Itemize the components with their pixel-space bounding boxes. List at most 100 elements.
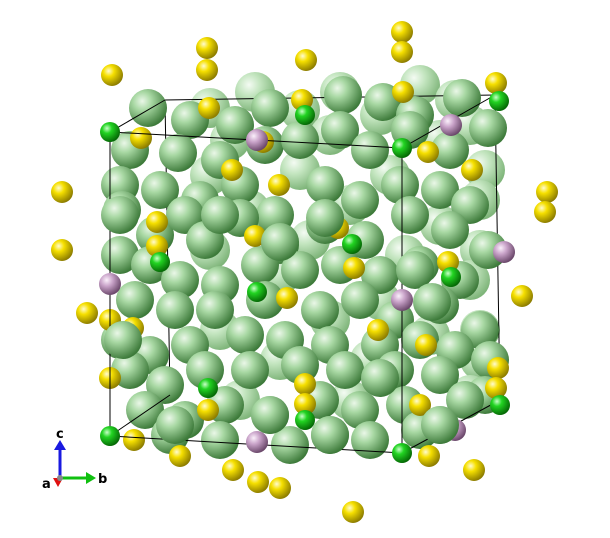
- green-atom: [469, 109, 507, 147]
- yellow-atom: [123, 429, 145, 451]
- yellow-atom: [391, 21, 413, 43]
- yellow-atom: [268, 174, 290, 196]
- yellow-atom: [169, 445, 191, 467]
- yellow-atom: [418, 445, 440, 467]
- small-green-atom: [342, 234, 362, 254]
- green-atom: [161, 261, 199, 299]
- small-green-atom: [489, 91, 509, 111]
- yellow-atom: [221, 159, 243, 181]
- yellow-atom: [463, 459, 485, 481]
- yellow-atom: [485, 377, 507, 399]
- c-axis-arrowhead: [54, 440, 66, 450]
- yellow-atom: [415, 334, 437, 356]
- green-atom: [341, 181, 379, 219]
- green-atom: [156, 291, 194, 329]
- yellow-atom: [51, 239, 73, 261]
- c-axis-label: c: [56, 427, 64, 442]
- green-atom-front: [101, 196, 139, 234]
- green-atom: [321, 111, 359, 149]
- yellow-atom: [101, 64, 123, 86]
- green-atom: [341, 391, 379, 429]
- small-green-atom: [441, 267, 461, 287]
- yellow-atom: [197, 399, 219, 421]
- axis-origin: [57, 475, 63, 481]
- green-atom: [351, 131, 389, 169]
- mauve-atom: [493, 241, 515, 263]
- b-axis-arrowhead: [86, 472, 96, 484]
- small-green-atom: [100, 122, 120, 142]
- yellow-atom: [294, 393, 316, 415]
- yellow-atom: [146, 211, 168, 233]
- yellow-atom: [487, 357, 509, 379]
- yellow-atom: [222, 459, 244, 481]
- yellow-atom: [51, 181, 73, 203]
- green-atom: [129, 89, 167, 127]
- green-atom: [431, 211, 469, 249]
- yellow-atom: [342, 501, 364, 523]
- small-green-atom: [247, 282, 267, 302]
- green-atom: [116, 281, 154, 319]
- yellow-atom: [295, 49, 317, 71]
- yellow-atom: [196, 37, 218, 59]
- small-green-atom: [100, 426, 120, 446]
- yellow-atom: [247, 471, 269, 493]
- green-atom: [226, 316, 264, 354]
- mauve-atom: [246, 431, 268, 453]
- mauve-atom: [246, 129, 268, 151]
- green-atom: [216, 106, 254, 144]
- green-atom: [446, 381, 484, 419]
- green-atom: [443, 79, 481, 117]
- yellow-atom: [146, 235, 168, 257]
- b-axis-label: b: [98, 472, 107, 487]
- green-atom-front: [396, 251, 434, 289]
- green-atom: [324, 76, 362, 114]
- green-atom: [281, 121, 319, 159]
- green-atom: [326, 351, 364, 389]
- yellow-atom: [409, 394, 431, 416]
- green-atom: [306, 166, 344, 204]
- green-atom-front: [306, 199, 344, 237]
- yellow-atom: [536, 181, 558, 203]
- yellow-atom: [276, 287, 298, 309]
- yellow-atom: [485, 72, 507, 94]
- yellow-atom: [367, 319, 389, 341]
- green-atom-front: [104, 321, 142, 359]
- yellow-atom: [391, 41, 413, 63]
- green-atom: [381, 166, 419, 204]
- green-atom: [281, 251, 319, 289]
- yellow-atom: [417, 141, 439, 163]
- yellow-atom: [269, 477, 291, 499]
- yellow-atom: [76, 302, 98, 324]
- green-atom: [141, 171, 179, 209]
- yellow-atom: [196, 59, 218, 81]
- yellow-atom: [534, 201, 556, 223]
- small-green-atom: [490, 395, 510, 415]
- green-atom: [421, 356, 459, 394]
- green-atom-front: [361, 359, 399, 397]
- green-atom: [341, 281, 379, 319]
- green-atom: [159, 134, 197, 172]
- green-atom-front: [201, 196, 239, 234]
- small-green-atom: [295, 105, 315, 125]
- a-axis-label: a: [42, 477, 51, 492]
- small-green-atom: [150, 252, 170, 272]
- green-atom: [301, 291, 339, 329]
- green-atom-front: [156, 406, 194, 444]
- yellow-atom: [198, 97, 220, 119]
- yellow-atom: [130, 127, 152, 149]
- green-atom-front: [251, 396, 289, 434]
- green-atom-front: [421, 406, 459, 444]
- green-atom: [421, 171, 459, 209]
- green-atom: [231, 351, 269, 389]
- green-atom: [201, 421, 239, 459]
- green-atom: [351, 421, 389, 459]
- small-green-atom: [392, 138, 412, 158]
- axis-triad: c b a: [42, 427, 107, 492]
- yellow-atom: [294, 373, 316, 395]
- atoms-front-layer: [99, 91, 515, 463]
- mauve-atom: [391, 289, 413, 311]
- green-atom-front: [311, 416, 349, 454]
- yellow-atom: [343, 257, 365, 279]
- mauve-atom: [99, 273, 121, 295]
